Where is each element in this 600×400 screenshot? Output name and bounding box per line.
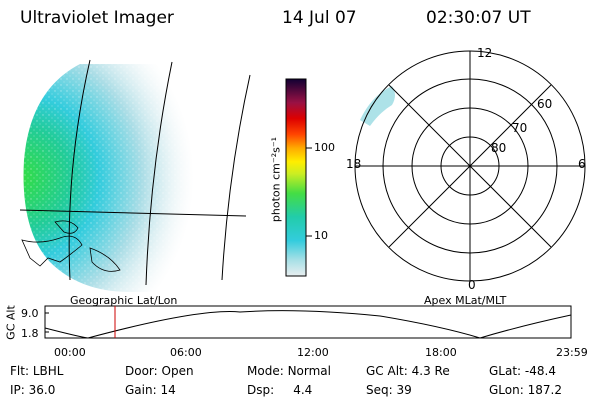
x-tick-1800: 18:00 <box>425 346 457 359</box>
x-tick-1200: 12:00 <box>297 346 329 359</box>
orbit-altitude-curve <box>44 310 572 339</box>
apex-title: Apex MLat/MLT <box>424 294 507 307</box>
mlt-label-18: 18 <box>346 157 362 171</box>
dsp-info: Dsp: 4.4 <box>247 383 313 397</box>
lat-lon-grid <box>19 59 251 286</box>
x-tick-0000: 00:00 <box>54 346 86 359</box>
ip-info: IP: 36.0 <box>10 383 56 397</box>
time-label: 02:30:07 UT <box>426 8 531 28</box>
gc-alt-info: GC Alt: 4.3 Re <box>366 364 450 378</box>
auroral-emission <box>23 64 230 292</box>
y-tick-9: 9.0 <box>21 307 39 320</box>
y-tick-1-8: 1.8 <box>21 327 39 340</box>
glon-info: GLon: 187.2 <box>489 383 562 397</box>
mlat-label-60: 60 <box>537 97 553 111</box>
gain-info: Gain: 14 <box>125 383 176 397</box>
mlt-label-12: 12 <box>477 46 493 60</box>
glat-info: GLat: -48.4 <box>489 364 556 378</box>
mlat-label-80: 80 <box>491 141 507 155</box>
instrument-title: Ultraviolet Imager <box>20 8 174 28</box>
x-tick-0600: 06:00 <box>170 346 202 359</box>
mlt-label-0: 0 <box>468 278 476 292</box>
polar-emission <box>360 86 395 126</box>
mlat-label-70: 70 <box>512 121 528 135</box>
geographic-title: Geographic Lat/Lon <box>70 294 178 307</box>
colorbar-tick-100: 100 <box>314 141 335 154</box>
door-info: Door: Open <box>125 364 194 378</box>
colorbar-tick-10: 10 <box>314 229 328 242</box>
date-label: 14 Jul 07 <box>282 8 357 28</box>
mlt-label-6: 6 <box>578 157 586 171</box>
mode-info: Mode: Normal <box>247 364 331 378</box>
coastline <box>21 220 121 272</box>
flt-info: Flt: LBHL <box>10 364 64 378</box>
seq-info: Seq: 39 <box>366 383 412 397</box>
x-tick-2359: 23:59 <box>556 346 588 359</box>
